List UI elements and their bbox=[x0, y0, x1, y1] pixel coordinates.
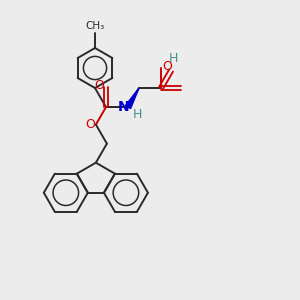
Text: O: O bbox=[94, 79, 104, 92]
Text: O: O bbox=[162, 60, 172, 73]
Text: O: O bbox=[85, 118, 95, 131]
Polygon shape bbox=[125, 88, 139, 109]
Text: H: H bbox=[168, 52, 178, 65]
Text: N: N bbox=[118, 100, 130, 114]
Text: CH₃: CH₃ bbox=[85, 21, 105, 31]
Text: H: H bbox=[132, 108, 142, 121]
